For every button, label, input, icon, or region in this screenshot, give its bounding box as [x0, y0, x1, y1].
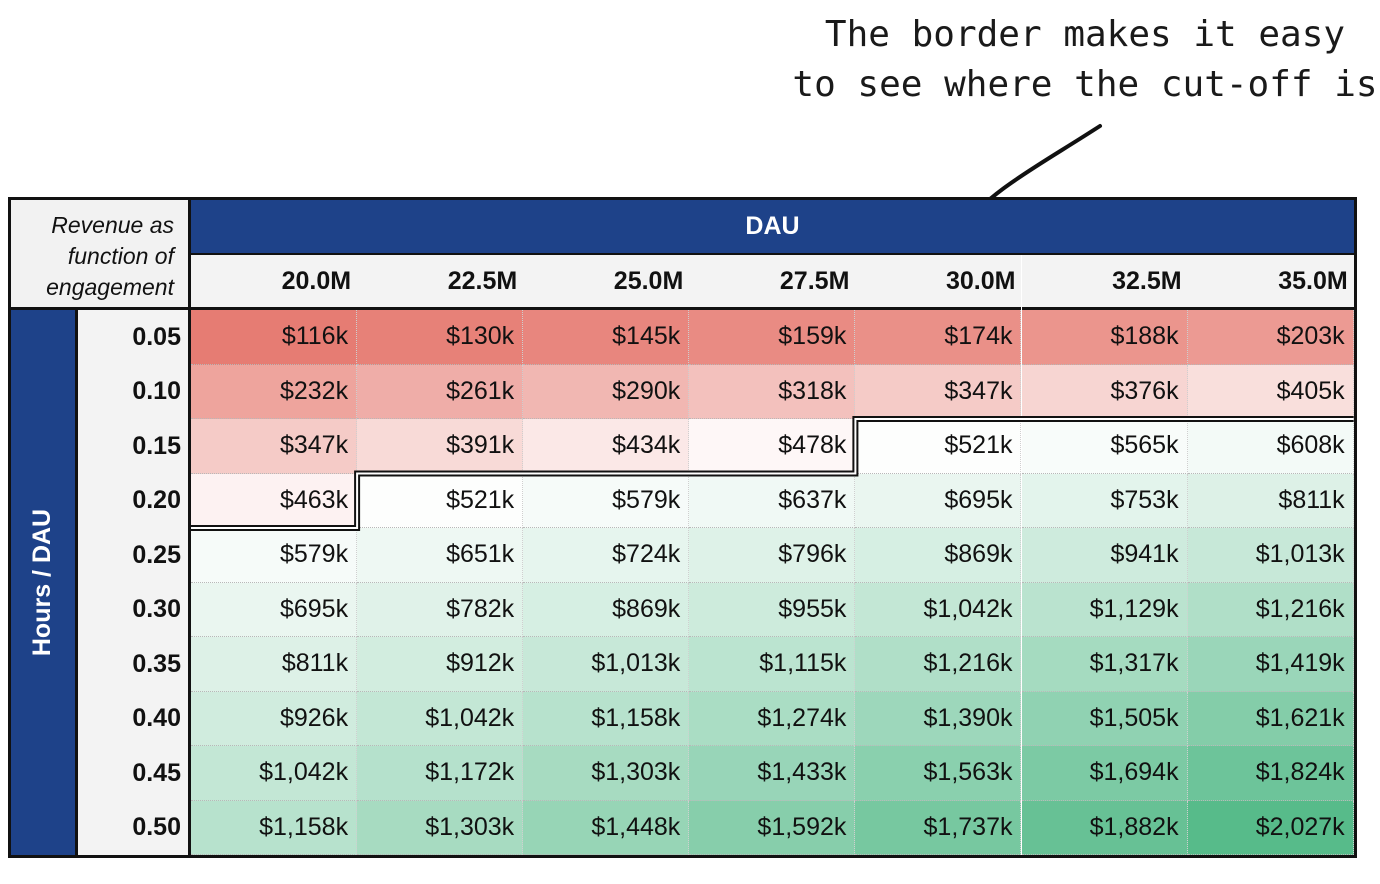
table-cell: $1,824k: [1187, 746, 1354, 801]
table-cell: $1,303k: [357, 800, 524, 855]
table-cell: $1,303k: [523, 746, 690, 801]
table-cell: $695k: [191, 582, 358, 637]
table-cell: $1,013k: [523, 637, 690, 692]
table-cell: $941k: [1021, 528, 1188, 583]
table-cell: $1,042k: [357, 691, 524, 746]
revenue-table: Revenue as function of engagement DAU Ho…: [8, 197, 1357, 858]
row-header: 0.15: [78, 419, 191, 474]
table-cell: $695k: [855, 473, 1022, 528]
table-cell: $145k: [523, 310, 690, 365]
table-cell: $796k: [689, 528, 856, 583]
table-cell: $1,592k: [689, 800, 856, 855]
table-cell: $478k: [689, 419, 856, 474]
column-header: 27.5M: [689, 255, 856, 310]
corner-line-1: Revenue as: [51, 212, 174, 238]
table-cell: $1,115k: [689, 637, 856, 692]
table-cell: $261k: [357, 364, 524, 419]
table-cell: $926k: [191, 691, 358, 746]
table-cell: $955k: [689, 582, 856, 637]
row-header: 0.10: [78, 364, 191, 419]
table-corner-label: Revenue as function of engagement: [11, 200, 191, 310]
table-cell: $1,216k: [855, 637, 1022, 692]
table-cell: $1,563k: [855, 746, 1022, 801]
column-header: 20.0M: [191, 255, 358, 310]
table-cell: $869k: [855, 528, 1022, 583]
row-header: 0.45: [78, 746, 191, 801]
table-cell: $869k: [523, 582, 690, 637]
table-cell: $1,448k: [523, 800, 690, 855]
table-cell: $1,274k: [689, 691, 856, 746]
table-cell: $1,158k: [523, 691, 690, 746]
table-cell: $116k: [191, 310, 358, 365]
table-cell: $1,505k: [1021, 691, 1188, 746]
table-cell: $376k: [1021, 364, 1188, 419]
table-cell: $347k: [855, 364, 1022, 419]
table-cell: $405k: [1187, 364, 1354, 419]
table-cell: $159k: [689, 310, 856, 365]
table-cell: $1,158k: [191, 800, 358, 855]
table-cell: $1,737k: [855, 800, 1022, 855]
row-header: 0.30: [78, 582, 191, 637]
corner-line-2: function of: [67, 243, 174, 269]
table-cell: $188k: [1021, 310, 1188, 365]
table-cell: $203k: [1187, 310, 1354, 365]
table-cell: $1,621k: [1187, 691, 1354, 746]
table-cell: $2,027k: [1187, 800, 1354, 855]
table-cell: $1,216k: [1187, 582, 1354, 637]
table-cell: $318k: [689, 364, 856, 419]
table-cell: $521k: [357, 473, 524, 528]
table-cell: $290k: [523, 364, 690, 419]
annotation-text: The border makes it easy to see where th…: [790, 10, 1380, 110]
table-cell: $608k: [1187, 419, 1354, 474]
hours-per-dau-label-text: Hours / DAU: [28, 508, 57, 657]
table-cell: $1,419k: [1187, 637, 1354, 692]
table-cell: $391k: [357, 419, 524, 474]
table-cell: $811k: [191, 637, 358, 692]
table-cell: $1,129k: [1021, 582, 1188, 637]
table-cell: $1,042k: [191, 746, 358, 801]
row-header: 0.40: [78, 691, 191, 746]
table-cell: $1,882k: [1021, 800, 1188, 855]
table-cell: $434k: [523, 419, 690, 474]
table-cell: $1,317k: [1021, 637, 1188, 692]
table-cell: $1,433k: [689, 746, 856, 801]
column-header: 32.5M: [1021, 255, 1188, 310]
table-cell: $1,390k: [855, 691, 1022, 746]
table-cell: $463k: [191, 473, 358, 528]
row-header: 0.25: [78, 528, 191, 583]
corner-line-3: engagement: [46, 274, 174, 300]
table-cell: $565k: [1021, 419, 1188, 474]
row-header: 0.50: [78, 800, 191, 855]
table-cell: $1,013k: [1187, 528, 1354, 583]
table-cell: $1,042k: [855, 582, 1022, 637]
table-cell: $651k: [357, 528, 524, 583]
column-header: 35.0M: [1187, 255, 1354, 310]
column-header: 22.5M: [357, 255, 524, 310]
table-cell: $347k: [191, 419, 358, 474]
table-cell: $637k: [689, 473, 856, 528]
annotation-line-2: to see where the cut-off is: [792, 64, 1378, 105]
table-cell: $232k: [191, 364, 358, 419]
column-header: 30.0M: [855, 255, 1022, 310]
annotation-line-1: The border makes it easy: [824, 14, 1346, 55]
table-cell: $174k: [855, 310, 1022, 365]
dau-header-label: DAU: [745, 212, 800, 240]
table-cell: $521k: [855, 419, 1022, 474]
row-header: 0.35: [78, 637, 191, 692]
table-cell: $753k: [1021, 473, 1188, 528]
table-cell: $811k: [1187, 473, 1354, 528]
row-header: 0.20: [78, 473, 191, 528]
table-cell: $579k: [523, 473, 690, 528]
table-cell: $1,172k: [357, 746, 524, 801]
table-cell: $912k: [357, 637, 524, 692]
table-cell: $579k: [191, 528, 358, 583]
dau-header: DAU: [191, 200, 1354, 255]
table-cell: $724k: [523, 528, 690, 583]
table-cell: $130k: [357, 310, 524, 365]
column-header: 25.0M: [523, 255, 690, 310]
table-cell: $1,694k: [1021, 746, 1188, 801]
table-cell: $782k: [357, 582, 524, 637]
row-header: 0.05: [78, 310, 191, 365]
hours-per-dau-label: Hours / DAU: [11, 310, 78, 855]
